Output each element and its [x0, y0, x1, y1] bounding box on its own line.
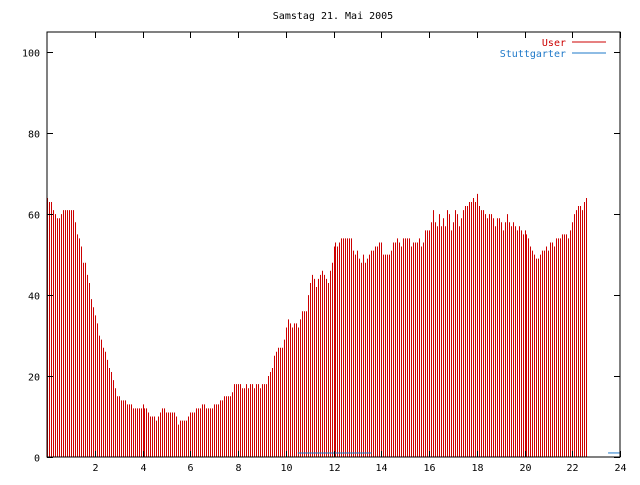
x-tick-label: 14 — [375, 463, 387, 474]
y-tick-label: 80 — [28, 130, 40, 141]
legend-label-stuttgarter: Stuttgarter — [500, 49, 566, 60]
x-tick-label: 16 — [423, 463, 435, 474]
y-tick-label: 40 — [28, 292, 40, 303]
plot-frame — [46, 31, 621, 458]
bars-layer — [47, 193, 587, 457]
x-tick-label: 12 — [328, 463, 340, 474]
x-tick-label: 24 — [614, 463, 626, 474]
x-tick-label: 6 — [187, 463, 193, 474]
x-tick-label: 8 — [235, 463, 241, 474]
legend: User Stuttgarter — [500, 38, 606, 60]
y-tick-label: 100 — [22, 49, 40, 60]
chart-title: Samstag 21. Mai 2005 — [273, 11, 393, 22]
y-tick-label: 60 — [28, 211, 40, 222]
y-tick-label: 0 — [34, 454, 40, 465]
x-tick-label: 22 — [566, 463, 578, 474]
legend-label-user: User — [542, 38, 566, 49]
x-tick-label: 10 — [280, 463, 292, 474]
y-tick-label: 20 — [28, 373, 40, 384]
x-tick-label: 2 — [92, 463, 98, 474]
x-tick-label: 20 — [519, 463, 531, 474]
x-tick-label: 18 — [471, 463, 483, 474]
x-tick-label: 4 — [140, 463, 146, 474]
